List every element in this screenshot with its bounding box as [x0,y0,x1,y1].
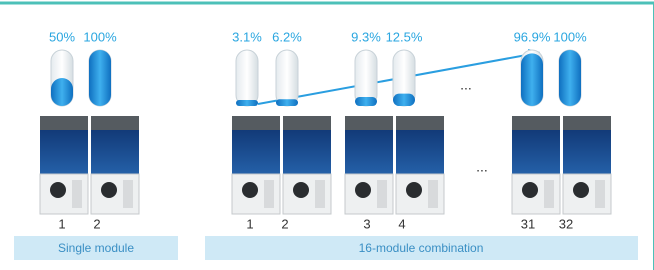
level-label: 9.3% [351,29,381,44]
coil [396,130,444,174]
fan-grille [40,116,88,130]
panel [264,180,274,208]
coil [283,130,331,174]
compressor [355,182,371,198]
compressor [406,182,422,198]
level-label: 6.2% [272,29,302,44]
unit-number: 32 [559,216,573,231]
unit-number: 1 [246,216,253,231]
capsule-fill [276,99,298,106]
unit-number: 1 [58,216,65,231]
capsule [276,50,298,106]
coil [91,130,139,174]
fan-grille [512,116,560,130]
panel [595,180,605,208]
capsule-fill [236,100,258,106]
coil [40,130,88,174]
fan-grille [396,116,444,130]
level-label: 12.5% [386,29,423,44]
panel [377,180,387,208]
diagram: Single module 16-module combination ... … [0,0,654,270]
capsule-fill [89,50,111,106]
compressor [573,182,589,198]
capsule [236,50,258,106]
coil [512,130,560,174]
fan-grille [283,116,331,130]
coil [563,130,611,174]
unit-number: 2 [281,216,288,231]
compressor [293,182,309,198]
fan-grille [91,116,139,130]
panel [428,180,438,208]
fan-grille [232,116,280,130]
unit-number: 31 [521,216,535,231]
panel [544,180,554,208]
capsule-fill [521,53,543,106]
coil [232,130,280,174]
panel [72,180,82,208]
capsule-fill [355,97,377,106]
unit-number: 3 [363,216,370,231]
ellipsis: ... [460,77,472,93]
panel [315,180,325,208]
compressor [101,182,117,198]
unit-number: 2 [93,216,100,231]
level-label: 50% [49,29,75,44]
caption: 16-module combination [359,241,484,255]
ellipsis: ... [476,159,488,175]
panel [123,180,133,208]
capsule-fill [51,78,73,106]
caption: Single module [58,241,134,255]
fan-grille [563,116,611,130]
fan-grille [345,116,393,130]
unit-number: 4 [398,216,405,231]
level-label: 96.9% [514,29,551,44]
compressor [50,182,66,198]
compressor [522,182,538,198]
level-label: 3.1% [232,29,262,44]
capsule-fill [559,50,581,106]
capsule-fill [393,94,415,106]
compressor [242,182,258,198]
coil [345,130,393,174]
level-label: 100% [83,29,117,44]
level-label: 100% [553,29,587,44]
